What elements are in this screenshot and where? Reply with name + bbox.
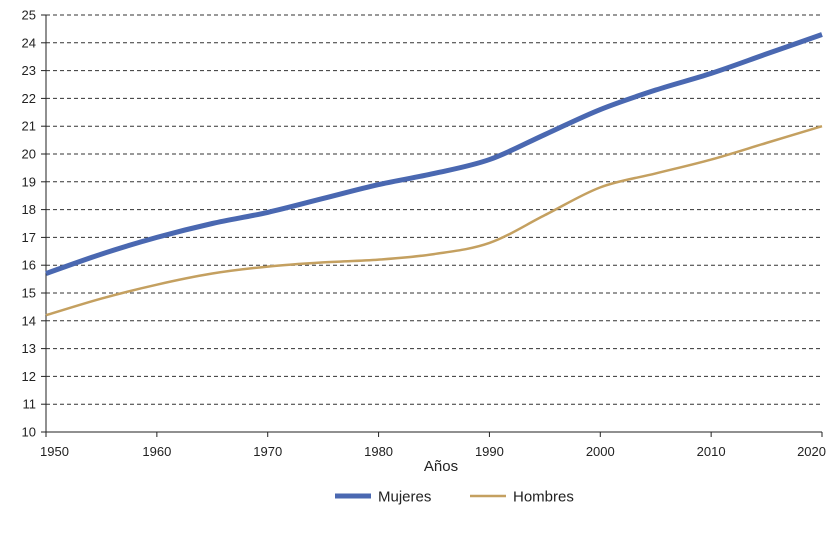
legend-label: Hombres — [513, 489, 574, 506]
y-tick-label: 16 — [22, 258, 36, 273]
series-line-hombres — [45, 125, 823, 317]
x-tick-label: 1960 — [142, 444, 171, 459]
axes — [45, 15, 822, 433]
y-tick-label: 11 — [23, 397, 37, 412]
x-tick-label: 1950 — [40, 444, 69, 459]
y-tick-label: 10 — [22, 425, 36, 440]
x-tick-label: 2000 — [586, 444, 615, 459]
x-tick-label: 1990 — [475, 444, 504, 459]
legend-label: Mujeres — [378, 489, 431, 506]
y-tick-label: 25 — [22, 8, 36, 23]
y-tick-label: 20 — [22, 147, 36, 162]
x-axis-title: Años — [424, 458, 458, 475]
x-tick-label: 1980 — [364, 444, 393, 459]
y-tick-label: 15 — [22, 286, 36, 301]
y-tick-label: 22 — [22, 91, 36, 106]
y-tick-label: 24 — [22, 35, 36, 50]
y-tick-label: 21 — [22, 119, 36, 134]
x-axis-ticks: 1950 1960 1970 1980 1990 2000 2010 2020 — [40, 432, 826, 459]
gridlines — [46, 14, 822, 405]
y-tick-label: 19 — [22, 174, 36, 189]
series-line-mujeres — [45, 32, 823, 276]
y-tick-label: 17 — [22, 230, 36, 245]
x-tick-label: 2020 — [797, 444, 826, 459]
x-tick-label: 1970 — [253, 444, 282, 459]
y-tick-label: 23 — [22, 63, 36, 78]
y-axis-ticks: 10 11 12 13 14 15 16 17 18 19 20 21 22 23 24 25 — [22, 8, 46, 440]
legend: Mujeres Hombres — [335, 489, 574, 506]
y-tick-label: 14 — [22, 313, 36, 328]
series-lines — [45, 32, 823, 317]
x-tick-label: 2010 — [697, 444, 726, 459]
y-tick-label: 13 — [22, 341, 36, 356]
y-tick-label: 12 — [22, 369, 36, 384]
y-tick-label: 18 — [22, 202, 36, 217]
